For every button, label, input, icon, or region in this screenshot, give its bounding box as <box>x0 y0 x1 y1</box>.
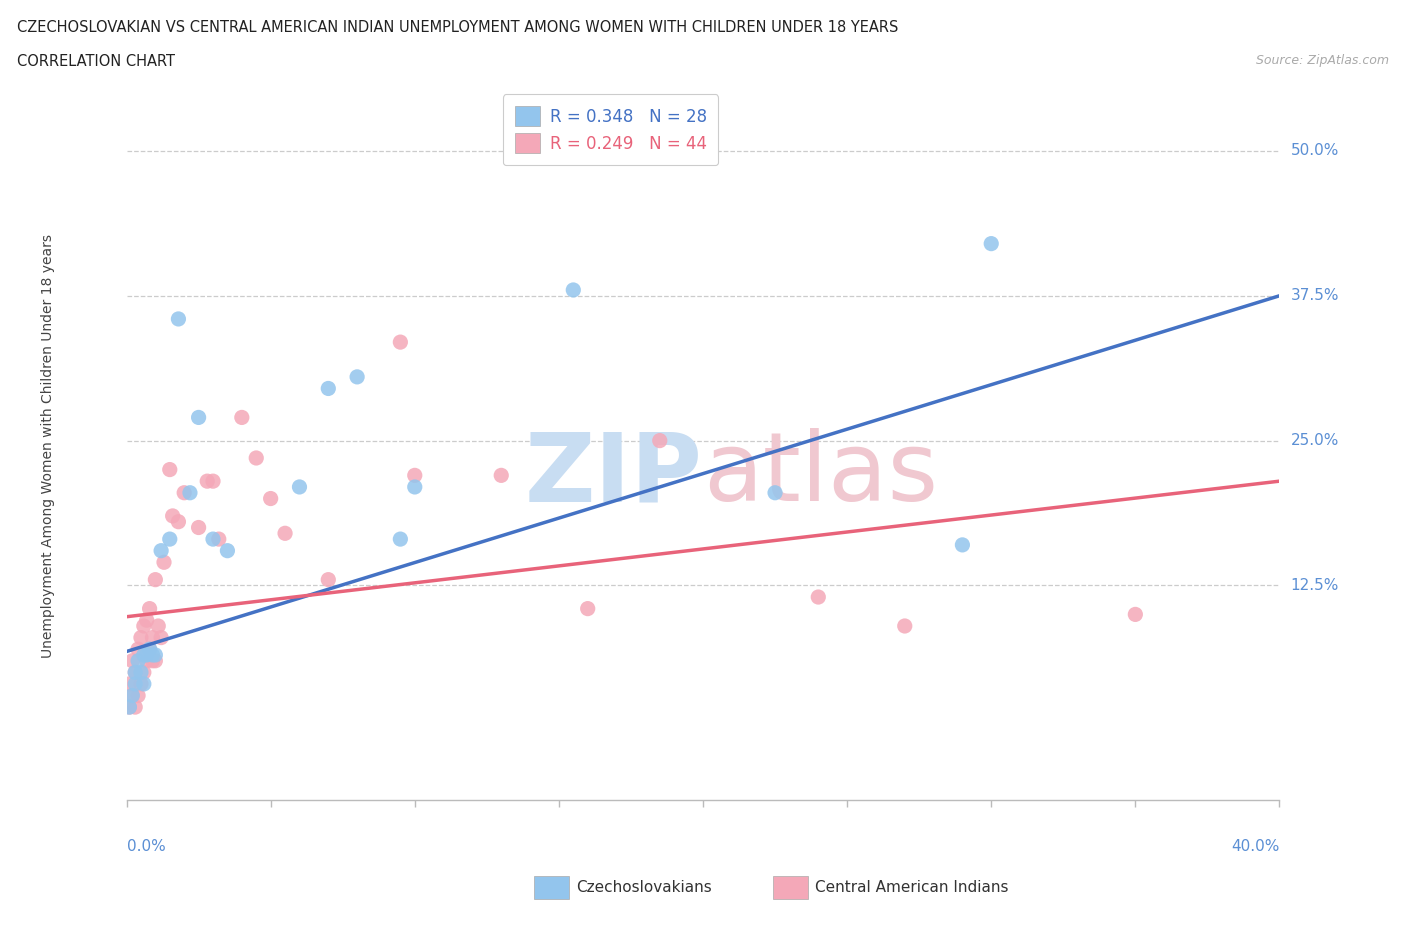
Point <box>389 335 412 350</box>
Text: 37.5%: 37.5% <box>1291 288 1339 303</box>
Point <box>145 653 166 668</box>
Point <box>208 532 231 547</box>
Point <box>245 450 267 465</box>
Point <box>489 468 512 483</box>
Point <box>132 676 155 691</box>
Point <box>187 410 209 425</box>
Point <box>173 485 195 500</box>
Point <box>195 473 218 488</box>
Point <box>118 676 141 691</box>
Text: 50.0%: 50.0% <box>1291 143 1339 158</box>
Point <box>167 312 190 326</box>
Point <box>138 642 160 657</box>
Point <box>124 665 146 680</box>
Point <box>145 647 166 662</box>
Text: Unemployment Among Women with Children Under 18 years: Unemployment Among Women with Children U… <box>41 234 55 658</box>
Point <box>404 468 426 483</box>
Point <box>288 480 311 495</box>
Point <box>135 653 157 668</box>
Point <box>763 485 786 500</box>
Point <box>132 618 155 633</box>
Text: atlas: atlas <box>703 428 938 521</box>
Text: ZIP: ZIP <box>524 428 703 521</box>
Point <box>124 665 146 680</box>
Point <box>159 532 181 547</box>
Point <box>145 572 166 587</box>
Point <box>318 381 340 396</box>
Point <box>1123 607 1146 622</box>
Text: Central American Indians: Central American Indians <box>815 880 1010 895</box>
Point <box>318 572 340 587</box>
Point <box>138 601 160 616</box>
Point <box>202 532 225 547</box>
Point <box>127 688 149 703</box>
Point <box>150 631 173 645</box>
Legend: R = 0.348   N = 28, R = 0.249   N = 44: R = 0.348 N = 28, R = 0.249 N = 44 <box>503 94 718 165</box>
Point <box>148 618 170 633</box>
Point <box>576 601 599 616</box>
Point <box>150 543 173 558</box>
Point <box>135 613 157 628</box>
Point <box>124 699 146 714</box>
Point <box>648 433 671 448</box>
Text: 12.5%: 12.5% <box>1291 578 1339 593</box>
Point <box>153 555 176 570</box>
Point <box>404 480 426 495</box>
Point <box>121 688 143 703</box>
Point <box>141 653 163 668</box>
Point <box>141 631 163 645</box>
Point <box>129 665 152 680</box>
Point <box>162 509 184 524</box>
Text: 0.0%: 0.0% <box>127 839 166 854</box>
Point <box>894 618 917 633</box>
Point <box>562 283 585 298</box>
Point <box>135 647 157 662</box>
Point <box>202 473 225 488</box>
Point <box>274 525 297 540</box>
Point <box>124 676 146 691</box>
Point <box>138 642 160 657</box>
Point <box>129 631 152 645</box>
Point <box>167 514 190 529</box>
Point <box>231 410 253 425</box>
Point <box>141 647 163 662</box>
Point <box>127 642 149 657</box>
Text: Czechoslovakians: Czechoslovakians <box>576 880 713 895</box>
Point <box>118 699 141 714</box>
Text: Source: ZipAtlas.com: Source: ZipAtlas.com <box>1256 54 1389 67</box>
Point <box>980 236 1002 251</box>
Point <box>259 491 281 506</box>
Point <box>159 462 181 477</box>
Text: CZECHOSLOVAKIAN VS CENTRAL AMERICAN INDIAN UNEMPLOYMENT AMONG WOMEN WITH CHILDRE: CZECHOSLOVAKIAN VS CENTRAL AMERICAN INDI… <box>17 20 898 35</box>
Text: 25.0%: 25.0% <box>1291 433 1339 448</box>
Point <box>121 688 143 703</box>
Point <box>187 520 209 535</box>
Point <box>121 653 143 668</box>
Point <box>346 369 368 384</box>
Point <box>132 647 155 662</box>
Point <box>389 532 412 547</box>
Point <box>179 485 201 500</box>
Point <box>807 590 830 604</box>
Point <box>132 665 155 680</box>
Text: 40.0%: 40.0% <box>1232 839 1279 854</box>
Point <box>118 699 141 714</box>
Point <box>950 538 973 552</box>
Point <box>127 653 149 668</box>
Text: CORRELATION CHART: CORRELATION CHART <box>17 54 174 69</box>
Point <box>129 676 152 691</box>
Point <box>217 543 239 558</box>
